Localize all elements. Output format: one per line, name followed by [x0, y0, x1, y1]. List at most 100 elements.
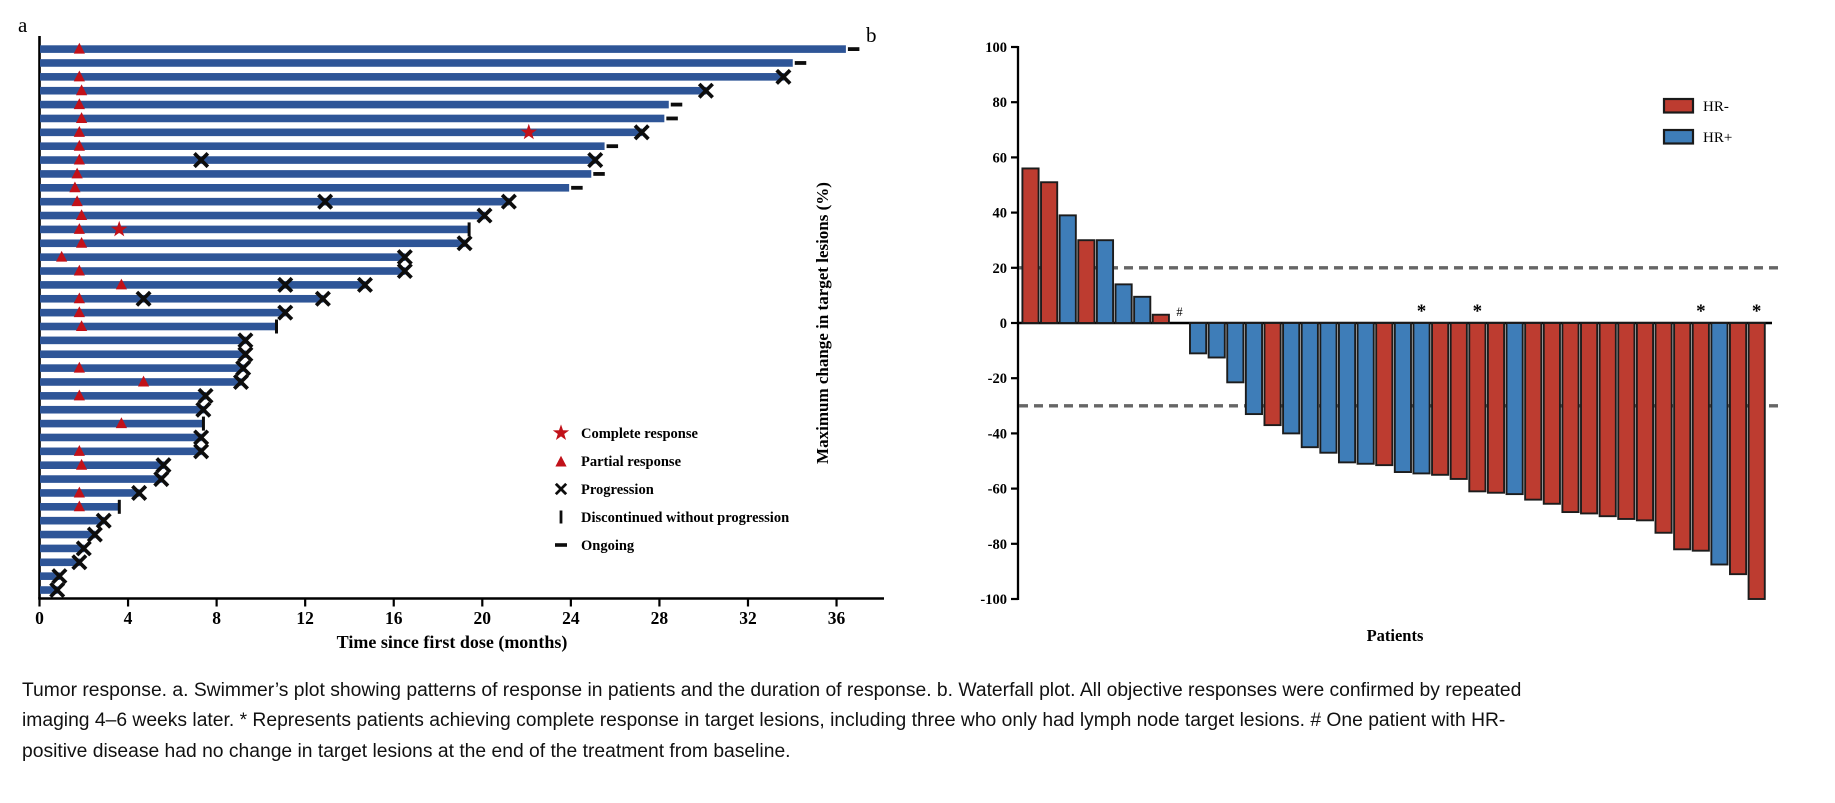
complete-response-star-marker — [520, 123, 537, 140]
panel-a-label: a — [18, 13, 28, 37]
partial-response-triangle-marker — [73, 139, 85, 151]
swimmer-bar — [40, 308, 286, 317]
progression-x-marker — [633, 124, 650, 141]
progression-x-marker — [500, 193, 517, 210]
progression-x-marker — [195, 401, 212, 418]
complete-response-star-marker — [111, 220, 128, 237]
discontinued-bar-marker — [201, 416, 205, 431]
partial-response-triangle-marker — [73, 223, 85, 234]
progression-x-marker — [277, 276, 294, 293]
ongoing-dash-marker — [794, 61, 807, 65]
swimmer-bar — [40, 544, 85, 553]
waterfall-bar — [1263, 322, 1282, 427]
partial-response-triangle-marker — [75, 209, 88, 221]
partial-response-triangle-marker — [73, 98, 85, 110]
progression-x-marker — [237, 346, 254, 363]
y-tick-label: -100 — [980, 592, 1007, 608]
complete-response-asterisk-annotation: * — [1696, 301, 1706, 322]
waterfall-bar — [1691, 322, 1710, 552]
partial-response-triangle-marker — [73, 445, 85, 456]
ongoing-dash-marker — [666, 116, 678, 121]
waterfall-bar — [1580, 322, 1599, 515]
y-tick-label: 0 — [1000, 316, 1007, 332]
swimmer-bar — [40, 392, 207, 400]
swimmer-bar — [40, 405, 204, 414]
legend-swatch — [1662, 128, 1695, 145]
swimmer-bar — [40, 197, 510, 206]
progression-x-marker — [317, 193, 334, 210]
swimmer-bar — [40, 336, 246, 345]
legend-b-label: HR- — [1703, 99, 1729, 115]
swimmer-bar — [40, 530, 96, 539]
progression-x-marker — [131, 484, 148, 501]
waterfall-bar — [1244, 322, 1263, 416]
legend-swatch — [1662, 97, 1695, 114]
legend-a-label: Partial response — [581, 454, 682, 470]
progression-x-marker — [49, 582, 66, 599]
discontinued-bar-marker — [467, 222, 471, 237]
x-tick-label: 12 — [296, 608, 314, 628]
waterfall-bar — [1431, 322, 1450, 476]
waterfall-bar — [1393, 322, 1412, 473]
progression-x-marker — [476, 207, 493, 224]
progression-x-marker — [193, 152, 210, 169]
partial-response-triangle-marker — [73, 42, 85, 54]
progression-x-marker — [697, 82, 714, 99]
progression-x-marker — [135, 290, 152, 307]
discontinued-bar-marker — [274, 319, 278, 334]
partial-response-triangle-marker — [73, 500, 85, 512]
progression-x-marker — [235, 360, 252, 377]
swimmer-bar — [40, 322, 277, 331]
y-axis-title: Maximum change in target lesions (%) — [813, 182, 832, 464]
progression-x-marker — [95, 512, 112, 529]
waterfall-bar — [1524, 322, 1543, 501]
y-tick-label: 100 — [985, 40, 1007, 56]
y-tick-label: 60 — [993, 150, 1008, 166]
swimmer-bar — [40, 142, 605, 150]
waterfall-bar — [1040, 181, 1059, 324]
waterfall-bar — [1617, 322, 1636, 520]
waterfall-bar — [1449, 322, 1468, 480]
swimmer-bar — [40, 461, 164, 469]
waterfall-bar — [1095, 239, 1115, 324]
swimmer-bar — [40, 350, 246, 359]
swimmer-bar — [40, 156, 596, 164]
progression-x-marker — [396, 263, 413, 280]
x-tick-label: 28 — [651, 608, 669, 628]
waterfall-bar — [1282, 322, 1301, 435]
swimmer-bar — [40, 73, 784, 81]
partial-response-triangle-marker — [75, 458, 88, 470]
y-tick-label: 20 — [993, 261, 1008, 277]
waterfall-bar — [1151, 313, 1170, 324]
swimmer-bar — [40, 239, 466, 248]
waterfall-bar — [1747, 322, 1766, 600]
progression-x-marker — [237, 332, 254, 349]
y-tick-label: -60 — [988, 482, 1007, 498]
partial-response-triangle-marker — [73, 306, 85, 318]
waterfall-bar — [1561, 322, 1580, 514]
partial-response-triangle-marker — [71, 167, 83, 179]
waterfall-bar — [1021, 167, 1040, 324]
progression-x-marker — [775, 68, 792, 85]
swimmer-bar — [40, 128, 643, 137]
swimmer-bar — [40, 433, 202, 442]
zero-change-hash-annotation: # — [1176, 305, 1183, 319]
waterfall-bar — [1729, 322, 1748, 576]
x-tick-label: 24 — [562, 608, 580, 628]
complete-response-star-marker — [552, 424, 570, 440]
waterfall-bar — [1189, 322, 1208, 355]
ongoing-dash-marker — [670, 102, 683, 107]
swimmer-bar — [40, 86, 707, 95]
x-tick-label: 36 — [828, 608, 846, 628]
waterfall-bar — [1300, 322, 1319, 449]
x-tick-label: 8 — [212, 608, 221, 628]
progression-x-marker — [314, 290, 331, 307]
progression-x-marker — [155, 457, 172, 474]
partial-response-triangle-marker — [73, 264, 85, 276]
swimmer-bar — [40, 253, 406, 261]
swimmer-bar — [40, 586, 58, 594]
x-tick-label: 32 — [739, 608, 757, 628]
partial-response-triangle-marker — [555, 455, 567, 467]
partial-response-triangle-marker — [56, 250, 68, 262]
ongoing-dash-marker — [606, 144, 619, 149]
